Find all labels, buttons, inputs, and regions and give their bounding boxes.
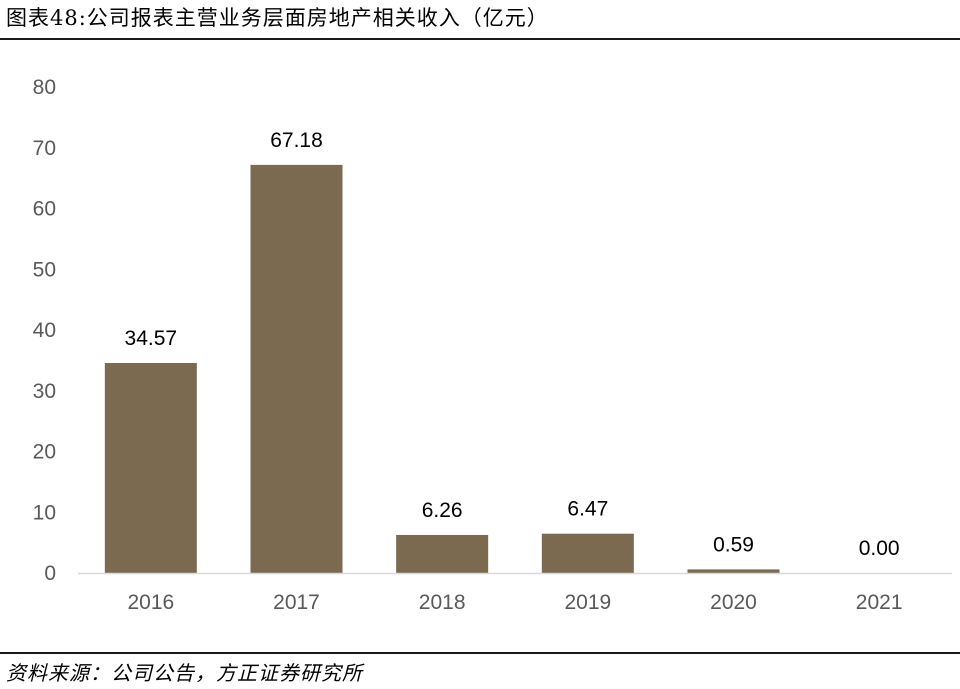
y-tick-label: 0 [44, 562, 56, 585]
y-tick-label: 50 [33, 258, 56, 281]
x-tick-label: 2021 [856, 591, 903, 614]
bar-2016 [104, 362, 197, 573]
x-tick-label: 2016 [127, 591, 174, 614]
data-label-2021: 0.00 [859, 537, 900, 560]
x-tick-label: 2020 [710, 591, 757, 614]
bar-2019 [541, 533, 634, 573]
data-label-2018: 6.26 [422, 499, 463, 522]
x-tick-label: 2018 [419, 591, 466, 614]
figure-title: 图表48:公司报表主营业务层面房地产相关收入（亿元） [6, 6, 549, 30]
y-tick-label: 80 [33, 76, 56, 99]
data-label-2019: 6.47 [567, 498, 608, 521]
y-tick-label: 30 [33, 380, 56, 403]
bar-series [104, 164, 780, 573]
bar-2020 [687, 569, 780, 573]
source-divider [0, 652, 960, 654]
data-labels: 34.57 67.18 6.26 6.47 0.59 0.00 [125, 129, 900, 560]
source-note: 资料来源：公司公告，方正证券研究所 [6, 661, 363, 685]
y-tick-label: 10 [33, 501, 56, 524]
y-tick-label: 40 [33, 319, 56, 342]
data-label-2016: 34.57 [125, 327, 178, 350]
x-tick-label: 2019 [564, 591, 611, 614]
y-tick-label: 20 [33, 441, 56, 464]
data-label-2020: 0.59 [713, 533, 754, 556]
x-tick-label: 2017 [273, 591, 320, 614]
bar-2018 [396, 534, 489, 573]
y-tick-label: 70 [33, 137, 56, 160]
y-axis-ticks: 0 10 20 30 40 50 60 70 80 [33, 76, 56, 585]
x-axis-labels: 2016 2017 2018 2019 2020 2021 [127, 591, 902, 614]
bar-2017 [250, 164, 343, 573]
title-divider [0, 38, 960, 40]
y-tick-label: 60 [33, 198, 56, 221]
data-label-2017: 67.18 [270, 129, 323, 152]
